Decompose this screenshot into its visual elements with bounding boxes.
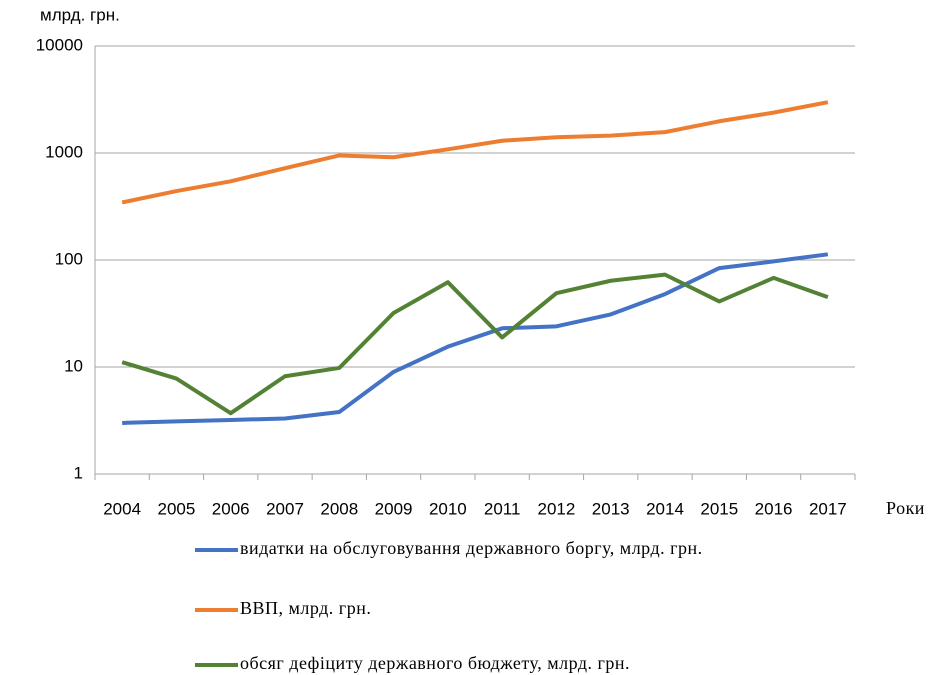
legend-label: обсяг дефіциту державного бюджету, млрд.… [240,653,630,673]
y-tick-label: 10000 [36,35,83,54]
x-tick-label: 2016 [755,499,793,518]
line-series [121,272,829,416]
x-tick-label: 2009 [375,499,413,518]
line-series [122,252,829,425]
x-tick-label: 2012 [538,499,576,518]
y-tick-label: 1000 [45,142,83,161]
x-tick-label: 2004 [103,499,141,518]
x-tick-label: 2007 [266,499,304,518]
x-axis-label: Роки [886,498,925,518]
legend-label: видатки на обслуговування державного бор… [240,538,703,558]
x-tick-label: 2008 [320,499,358,518]
x-tick-label: 2006 [212,499,250,518]
x-tick-label: 2011 [484,499,521,518]
x-tick-label: 2014 [646,499,684,518]
x-tick-label: 2015 [700,499,738,518]
x-tick-label: 2010 [429,499,467,518]
line-series [121,100,829,205]
x-tick-label: 2005 [158,499,196,518]
y-tick-label: 100 [55,249,83,268]
legend-label: ВВП, млрд. грн. [240,598,371,618]
y-tick-label: 10 [64,356,83,375]
x-tick-label: 2017 [809,499,847,518]
x-tick-label: 2013 [592,499,630,518]
y-axis-label: млрд. грн. [40,5,120,24]
y-tick-label: 1 [74,463,83,482]
